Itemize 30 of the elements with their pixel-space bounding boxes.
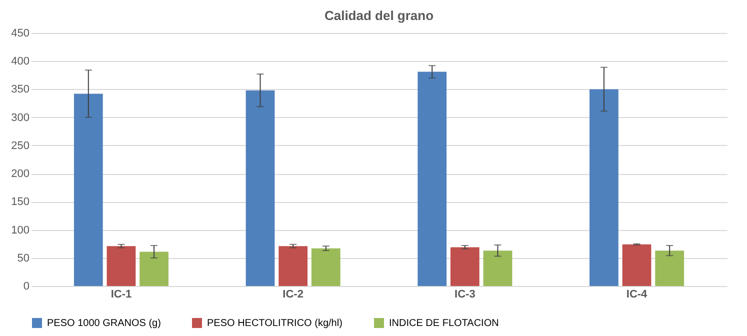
- x-tick-label: IC-2: [282, 288, 304, 300]
- bar: [106, 246, 136, 286]
- x-tick-label: IC-3: [454, 288, 476, 300]
- bar: [74, 94, 103, 286]
- y-tick-label: 350: [11, 84, 30, 96]
- y-tick-label: 150: [11, 196, 30, 208]
- bar: [483, 250, 512, 286]
- bar: [622, 244, 652, 286]
- bar: [655, 250, 684, 286]
- chart-title: Calidad del grano: [324, 8, 434, 23]
- bar: [450, 247, 480, 286]
- bar: [278, 246, 308, 286]
- y-tick-label: 450: [11, 28, 30, 40]
- bar: [140, 252, 168, 286]
- y-tick-label: 250: [11, 140, 30, 152]
- legend-label: PESO 1000 GRANOS (g): [47, 318, 161, 329]
- bar: [246, 90, 275, 286]
- y-tick-label: 300: [11, 112, 30, 124]
- y-tick-label: 100: [11, 224, 30, 236]
- bar: [311, 248, 340, 286]
- y-tick-label: 200: [11, 168, 30, 180]
- x-tick-label: IC-4: [626, 288, 648, 300]
- bar: [418, 72, 447, 286]
- legend-label: INDICE DE FLOTACION: [389, 318, 499, 329]
- x-tick-label: IC-1: [110, 288, 132, 300]
- legend-label: PESO HECTOLITRICO (kg/hl): [207, 318, 342, 329]
- y-tick-label: 0: [23, 280, 30, 292]
- y-tick-label: 400: [11, 56, 30, 68]
- y-tick-label: 50: [17, 252, 30, 264]
- bar: [590, 89, 618, 286]
